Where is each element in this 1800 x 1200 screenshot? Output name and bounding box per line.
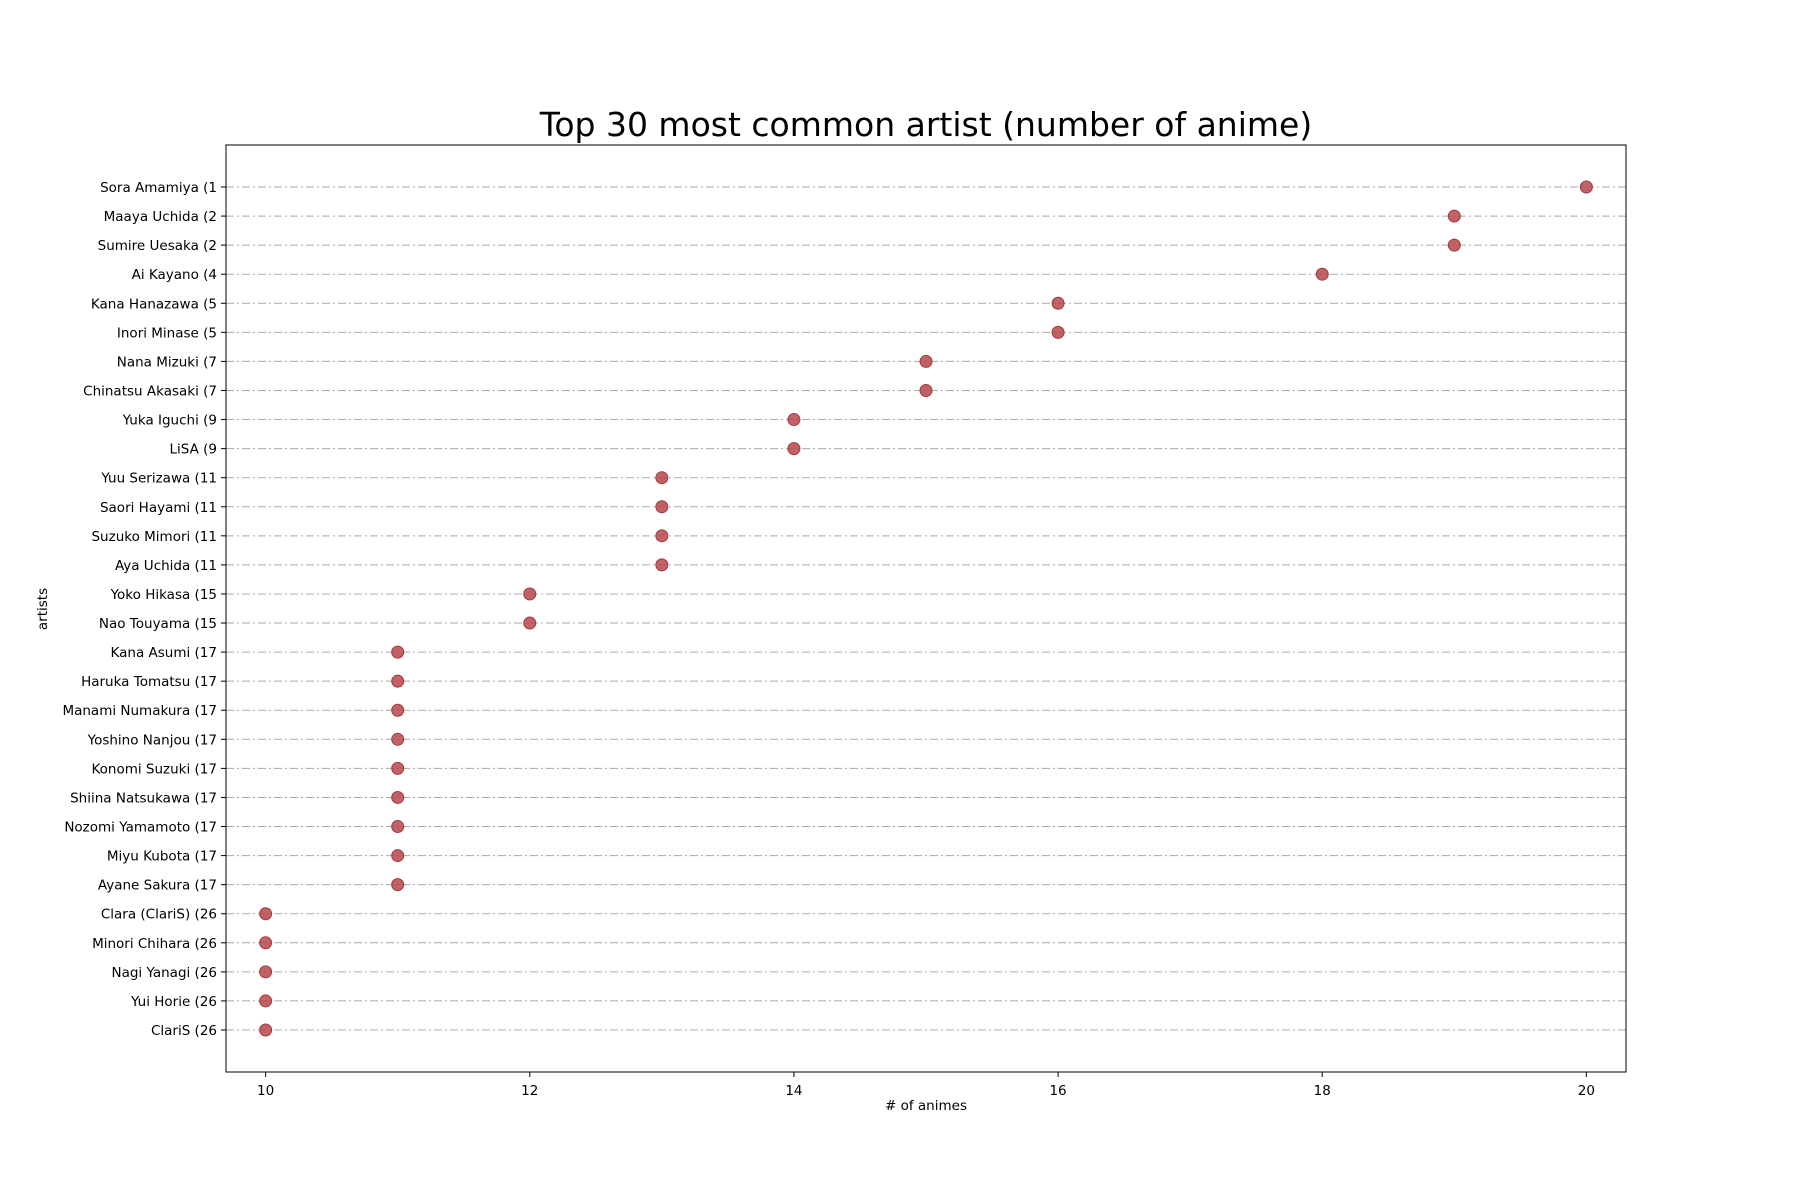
- data-point: [1051, 325, 1065, 339]
- x-tick-label: 14: [785, 1083, 802, 1099]
- y-tick-label: Haruka Tomatsu (17: [81, 674, 217, 690]
- y-axis-tick-labels: Sora Amamiya (1 Maaya Uchida (2 Sumire Ues…: [62, 180, 226, 1039]
- data-point: [655, 471, 669, 485]
- data-point: [787, 442, 801, 456]
- data-point: [655, 558, 669, 572]
- y-tick-label: Ayane Sakura (17: [98, 878, 217, 894]
- data-point: [1315, 267, 1329, 281]
- y-tick-label: Sora Amamiya (1: [100, 180, 217, 196]
- y-tick-label: Sumire Uesaka (2: [98, 238, 217, 254]
- y-tick-label: Yoko Hikasa (15: [110, 587, 217, 603]
- y-tick-label: Manami Numakura (17: [62, 703, 217, 719]
- y-tick-label: Maaya Uchida (2: [104, 209, 217, 225]
- y-tick-label: Konomi Suzuki (17: [91, 761, 217, 777]
- y-tick-label: Clara (ClariS) (26: [101, 907, 217, 923]
- chart-title: Top 30 most common artist (number of ani…: [539, 105, 1312, 144]
- y-tick-label: Kana Asumi (17: [111, 645, 217, 661]
- y-tick-label: Shiina Natsukawa (17: [70, 790, 217, 806]
- y-tick-label: Yuka Iguchi (9: [122, 413, 217, 429]
- y-axis-label: artists: [35, 588, 51, 630]
- data-point: [391, 732, 405, 746]
- x-tick-label: 20: [1578, 1083, 1595, 1099]
- y-tick-label: ClariS (26: [151, 1023, 217, 1039]
- data-point: [259, 1023, 273, 1037]
- x-axis-tick-labels: 10 12 14 16 18 20: [257, 1072, 1595, 1099]
- y-tick-label: Yoshino Nanjou (17: [87, 732, 217, 748]
- data-point: [259, 907, 273, 921]
- data-point: [1051, 296, 1065, 310]
- y-tick-label: Nagi Yanagi (26: [111, 965, 217, 981]
- data-point: [919, 383, 933, 397]
- data-point: [655, 529, 669, 543]
- data-point: [391, 820, 405, 834]
- y-tick-label: Inori Minase (5: [117, 325, 217, 341]
- data-point: [391, 674, 405, 688]
- y-tick-label: Ai Kayano (4: [132, 267, 217, 283]
- data-point: [391, 703, 405, 717]
- y-tick-label: LiSA (9: [170, 442, 217, 458]
- y-tick-label: Nao Touyama (15: [99, 616, 217, 632]
- y-tick-label: Yui Horie (26: [130, 994, 217, 1010]
- x-tick-label: 16: [1049, 1083, 1066, 1099]
- y-tick-label: Minori Chihara (26: [92, 936, 217, 952]
- y-tick-label: Suzuko Mimori (11: [91, 529, 217, 545]
- y-tick-label: Aya Uchida (11: [115, 558, 217, 574]
- y-tick-label: Yuu Serizawa (11: [100, 471, 217, 487]
- data-point: [919, 354, 933, 368]
- data-point: [1447, 209, 1461, 223]
- data-point: [391, 878, 405, 892]
- data-point: [523, 616, 537, 630]
- y-tick-label: Miyu Kubota (17: [107, 849, 217, 865]
- data-point: [391, 645, 405, 659]
- data-points: [259, 180, 1593, 1037]
- x-tick-label: 12: [521, 1083, 538, 1099]
- y-tick-label: Nana Mizuki (7: [117, 354, 217, 370]
- data-point: [391, 761, 405, 775]
- y-tick-label: Saori Hayami (11: [100, 500, 217, 516]
- data-point: [391, 790, 405, 804]
- x-tick-label: 18: [1314, 1083, 1331, 1099]
- data-point: [1447, 238, 1461, 252]
- data-point: [655, 500, 669, 514]
- data-point: [787, 413, 801, 427]
- data-point: [259, 994, 273, 1008]
- data-point: [259, 965, 273, 979]
- data-point: [1579, 180, 1593, 194]
- grid-lines: [226, 186, 1626, 1031]
- plot-area-frame: [225, 144, 1627, 1073]
- y-tick-label: Nozomi Yamamoto (17: [64, 820, 217, 836]
- data-point: [391, 849, 405, 863]
- data-point: [259, 936, 273, 950]
- y-tick-label: Chinatsu Akasaki (7: [83, 383, 217, 399]
- x-axis-label: # of animes: [885, 1098, 967, 1114]
- y-tick-label: Kana Hanazawa (5: [91, 296, 217, 312]
- x-tick-label: 10: [257, 1083, 274, 1099]
- data-point: [523, 587, 537, 601]
